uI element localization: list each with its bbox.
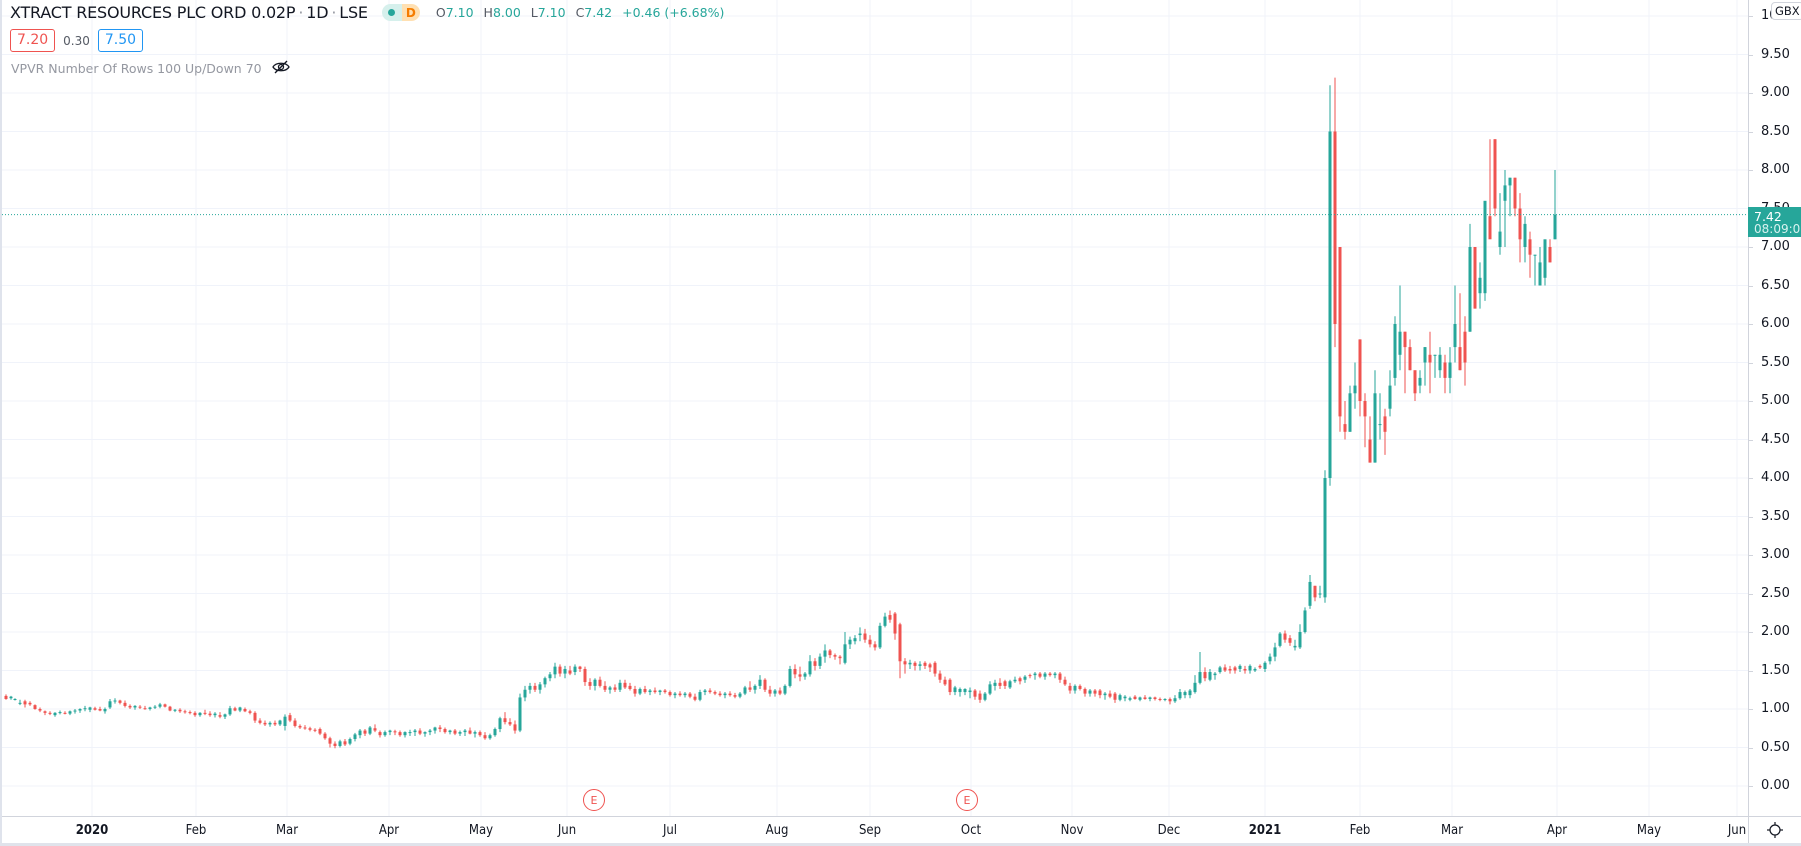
symbol-title[interactable]: XTRACT RESOURCES PLC ORD 0.02P [10,3,296,22]
chart-settings-button[interactable] [1748,816,1801,843]
price-tick-label: 1.50 [1761,662,1790,678]
price-tick-label: 3.50 [1761,508,1790,524]
bar-countdown: 08:09:07 [1754,222,1801,236]
high-label: H [483,5,493,20]
time-axis-label: Feb [185,823,207,838]
time-axis-label: May [468,823,494,838]
open-label: O [435,5,446,20]
time-axis-label: Feb [1349,823,1371,838]
price-tick-label: 8.00 [1761,162,1790,177]
market-status-badge[interactable]: D [381,4,420,21]
gear-icon [1767,822,1783,838]
price-tick-label: 4.50 [1761,431,1790,447]
price-tick-label: 9.00 [1761,85,1790,100]
sell-button[interactable]: 7.20 [10,29,56,52]
time-axis-label: Jun [557,823,577,838]
last-price-value: 7.42 [1754,209,1782,224]
price-tick-label: 4.00 [1761,470,1790,485]
symbol-legend: XTRACT RESOURCES PLC ORD 0.02P · 1D · LS… [10,3,730,22]
indicator-legend[interactable]: VPVR Number Of Rows 100 Up/Down 70 [11,60,290,77]
currency-label[interactable]: GBX [1771,2,1801,20]
bottom-border [0,843,1801,846]
price-tick-label: 9.50 [1761,46,1790,62]
chart-pane[interactable] [2,0,1748,816]
price-tick-label: 7.00 [1761,239,1790,254]
price-tick-label: 6.00 [1761,316,1790,331]
low-label: L [530,5,538,20]
delay-badge: D [401,4,420,21]
open-value: 7.10 [445,5,474,20]
time-axis-label: Apr [1546,823,1568,838]
high-value: 8.00 [492,5,521,20]
time-axis-label: Oct [960,823,982,838]
market-open-dot-icon [381,4,402,21]
earnings-marker[interactable]: E [956,789,978,811]
interval[interactable]: 1D [306,3,329,22]
buy-button[interactable]: 7.50 [97,29,144,52]
price-tick-label: 8.50 [1761,123,1790,139]
separator: · [298,3,304,22]
price-tick-label: 3.00 [1761,547,1790,562]
time-axis-label: Sep [858,823,882,838]
time-axis-label: Aug [765,823,789,838]
time-axis-label: May [1636,823,1662,838]
separator: · [331,3,337,22]
time-axis[interactable] [2,816,1748,843]
price-tick-label: 5.00 [1761,393,1790,408]
price-tick-label: 1.00 [1761,701,1790,716]
eye-crossed-icon[interactable] [271,60,290,77]
time-axis-label: 2021 [1248,823,1282,838]
indicator-label[interactable]: VPVR Number Of Rows 100 Up/Down 70 [11,61,262,76]
time-axis-label: Dec [1157,823,1181,838]
time-axis-label: Mar [275,823,299,838]
price-tick-label: 6.50 [1761,277,1790,293]
left-border [0,0,2,846]
time-axis-label: Mar [1440,823,1464,838]
low-value: 7.10 [537,5,566,20]
time-axis-label: Jul [662,823,678,838]
price-tick-label: 5.50 [1761,354,1790,370]
close-label: C [575,5,585,20]
change-value: +0.46 (+6.68%) [622,5,725,20]
bid-ask-quotes: 7.20 0.30 7.50 [10,29,144,52]
time-axis-label: 2020 [75,823,109,838]
price-tick-label: 0.50 [1761,739,1790,755]
earnings-marker[interactable]: E [583,789,605,811]
close-value: 7.42 [584,5,613,20]
candlestick-chart[interactable] [2,0,1748,816]
exchange: LSE [339,3,368,22]
price-tick-label: 2.00 [1761,624,1790,639]
time-axis-label: Apr [378,823,400,838]
time-axis-label: Jun [1727,823,1747,838]
price-tick-label: 0.00 [1761,778,1790,793]
price-tick-label: 2.50 [1761,585,1790,601]
price-axis[interactable]: 10.009.509.008.508.007.507.006.506.005.5… [1748,0,1801,816]
spread-value: 0.30 [63,33,90,48]
ohlc-values: O7.10 H8.00 L7.10 C7.42 +0.46 (+6.68%) [436,5,730,20]
last-price-label: 7.42 08:09:07 [1748,207,1801,237]
time-axis-label: Nov [1060,823,1084,838]
